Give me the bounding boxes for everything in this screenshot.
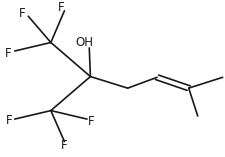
Text: F: F — [4, 46, 11, 60]
Text: F: F — [19, 7, 26, 20]
Text: F: F — [57, 1, 64, 14]
Text: F: F — [6, 114, 13, 127]
Text: OH: OH — [75, 36, 93, 49]
Text: F: F — [61, 139, 68, 152]
Text: F: F — [88, 115, 94, 128]
